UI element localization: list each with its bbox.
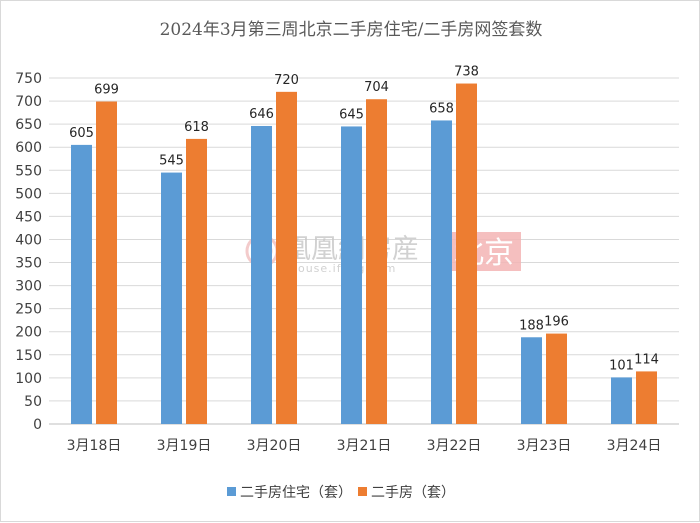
x-tick-label: 3月20日	[247, 438, 302, 454]
data-label: 646	[249, 107, 274, 122]
y-axis: 0 50 100 150 200 250 300 350 400 450 500 550 600 650 7…	[15, 71, 42, 433]
bar-total	[636, 371, 657, 424]
chart-title: 2024年3月第三周北京二手房住宅/二手房网签套数	[160, 20, 543, 40]
y-tick-label: 650	[15, 117, 42, 133]
bar-total	[96, 101, 117, 424]
x-tick-label: 3月21日	[337, 438, 392, 454]
y-tick-label: 700	[15, 94, 42, 110]
legend-label-total: 二手房（套）	[371, 485, 455, 501]
bar-residential	[431, 120, 452, 425]
data-label: 704	[364, 80, 389, 95]
data-label: 188	[519, 318, 544, 333]
legend-label-residential: 二手房住宅（套）	[240, 485, 352, 501]
data-label: 645	[339, 107, 364, 122]
x-axis: 3月18日 3月19日 3月20日 3月21日 3月22日 3月23日 3月24日	[67, 438, 662, 454]
bar-total	[186, 138, 207, 424]
data-label: 545	[159, 154, 184, 169]
bar-total	[366, 99, 387, 424]
bar-residential	[611, 377, 632, 424]
y-tick-label: 500	[15, 186, 42, 202]
y-tick-label: 150	[15, 348, 42, 364]
bar-residential	[251, 125, 272, 424]
y-tick-label: 400	[15, 232, 42, 248]
legend: 二手房住宅（套） 二手房（套）	[227, 485, 455, 501]
data-label: 658	[429, 101, 454, 116]
y-tick-label: 200	[15, 325, 42, 341]
bar-residential	[161, 172, 182, 424]
x-tick-label: 3月24日	[607, 438, 662, 454]
bar-residential	[521, 337, 542, 424]
data-label: 720	[274, 73, 299, 88]
gridlines	[49, 77, 679, 425]
data-label: 699	[94, 83, 119, 98]
bar-residential	[341, 126, 362, 424]
x-tick-label: 3月19日	[157, 438, 212, 454]
y-tick-label: 0	[33, 417, 42, 433]
data-label: 605	[69, 126, 94, 141]
y-tick-label: 550	[15, 163, 42, 179]
x-tick-label: 3月18日	[67, 438, 122, 454]
y-tick-label: 100	[15, 371, 42, 387]
y-tick-label: 300	[15, 279, 42, 295]
y-tick-label: 50	[24, 394, 42, 410]
y-tick-label: 350	[15, 256, 42, 272]
bar-total	[546, 333, 567, 424]
data-label: 114	[634, 352, 659, 367]
y-tick-label: 600	[15, 140, 42, 156]
data-label: 101	[609, 358, 634, 373]
x-tick-label: 3月23日	[517, 438, 572, 454]
bars	[71, 83, 657, 425]
data-label: 196	[544, 315, 569, 330]
data-label: 738	[454, 65, 479, 80]
bar-residential	[71, 144, 92, 425]
y-tick-label: 450	[15, 209, 42, 225]
y-tick-label: 750	[15, 71, 42, 87]
bar-total	[456, 83, 477, 424]
y-tick-label: 250	[15, 302, 42, 318]
x-tick-label: 3月22日	[427, 438, 482, 454]
legend-swatch-residential	[227, 487, 236, 496]
legend-swatch-total	[358, 487, 367, 496]
bar-total	[276, 91, 297, 424]
data-label: 618	[184, 120, 209, 135]
